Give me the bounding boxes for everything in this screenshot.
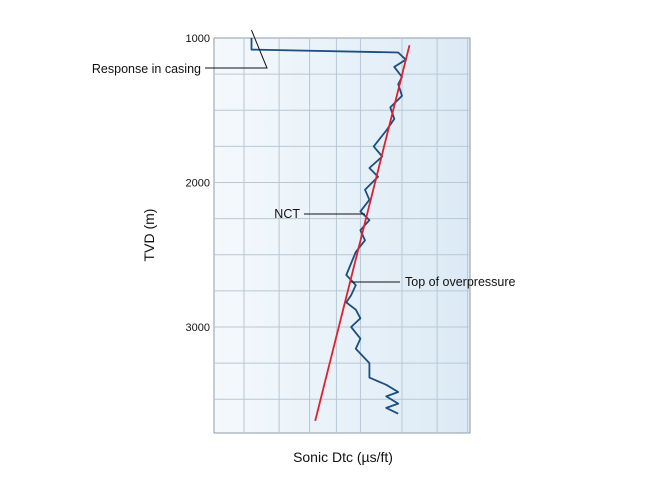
callout-label: Top of overpressure xyxy=(405,275,516,289)
x-axis-title: Sonic Dtc (µs/ft) xyxy=(293,449,393,465)
annotations: Response in casing NCT Top of overpressure xyxy=(92,29,516,289)
grid-horizontal xyxy=(214,73,470,400)
y-tick-labels: 1000 2000 3000 xyxy=(186,33,210,334)
plot-area xyxy=(213,37,471,434)
callout-label: NCT xyxy=(274,207,300,221)
grid-vertical xyxy=(243,38,469,433)
nct-trend-line xyxy=(314,44,411,422)
y-tick-label: 3000 xyxy=(186,322,210,334)
y-tick-label: 2000 xyxy=(186,178,210,190)
callout-label: Response in casing xyxy=(92,62,201,76)
callout-leader xyxy=(205,29,268,69)
y-axis-title: TVD (m) xyxy=(141,209,157,262)
y-tick-label: 1000 xyxy=(186,33,210,45)
